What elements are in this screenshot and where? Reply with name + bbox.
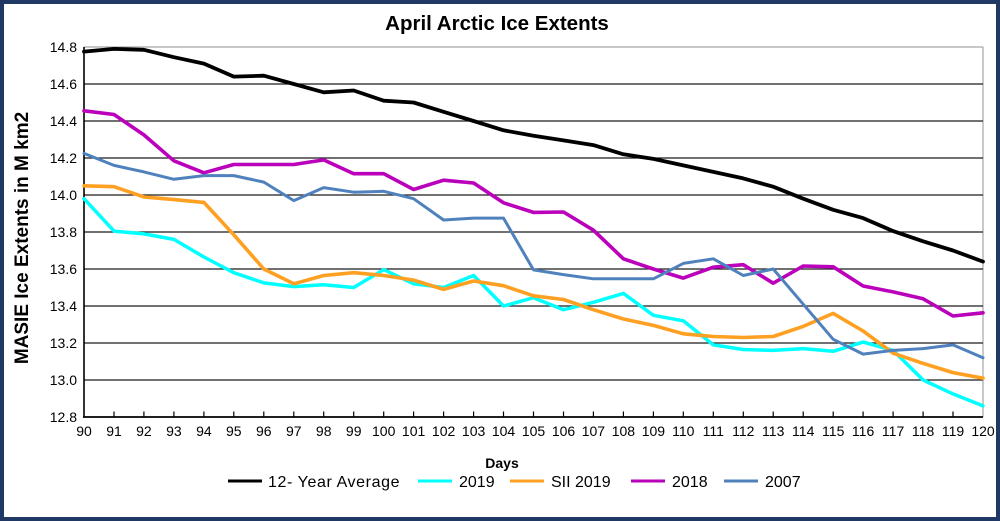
svg-text:2019: 2019: [459, 474, 495, 491]
svg-text:April Arctic Ice Extents: April Arctic Ice Extents: [385, 12, 609, 35]
svg-text:Days: Days: [485, 455, 519, 471]
svg-text:96: 96: [256, 423, 272, 439]
svg-text:13.6: 13.6: [50, 261, 77, 277]
svg-text:98: 98: [316, 423, 332, 439]
svg-text:117: 117: [882, 423, 905, 439]
svg-text:97: 97: [286, 423, 302, 439]
svg-text:2018: 2018: [672, 474, 708, 491]
svg-text:110: 110: [672, 423, 695, 439]
svg-text:MASIE Ice Extents in M km2: MASIE Ice Extents in M km2: [12, 112, 33, 364]
svg-text:103: 103: [462, 423, 486, 439]
svg-text:14.4: 14.4: [50, 113, 77, 129]
svg-text:14.0: 14.0: [50, 187, 77, 203]
svg-text:94: 94: [196, 423, 212, 439]
svg-text:113: 113: [762, 423, 785, 439]
svg-text:105: 105: [522, 423, 546, 439]
svg-text:2007: 2007: [765, 474, 801, 491]
svg-text:116: 116: [852, 423, 875, 439]
svg-text:112: 112: [732, 423, 755, 439]
svg-text:91: 91: [106, 423, 122, 439]
svg-text:120: 120: [971, 423, 995, 439]
svg-text:SII 2019: SII 2019: [551, 474, 611, 491]
svg-text:100: 100: [372, 423, 396, 439]
svg-text:13.8: 13.8: [50, 224, 77, 240]
svg-text:108: 108: [612, 423, 636, 439]
svg-text:14.6: 14.6: [50, 76, 77, 92]
svg-text:104: 104: [492, 423, 516, 439]
svg-text:119: 119: [942, 423, 965, 439]
svg-text:118: 118: [912, 423, 935, 439]
svg-text:92: 92: [136, 423, 152, 439]
svg-text:95: 95: [226, 423, 242, 439]
svg-text:106: 106: [552, 423, 576, 439]
svg-text:102: 102: [432, 423, 456, 439]
svg-text:13.2: 13.2: [50, 335, 77, 351]
svg-text:13.0: 13.0: [50, 372, 77, 388]
svg-text:107: 107: [582, 423, 606, 439]
svg-text:14.2: 14.2: [50, 150, 77, 166]
svg-text:12.8: 12.8: [50, 409, 77, 425]
svg-text:115: 115: [822, 423, 845, 439]
svg-text:13.4: 13.4: [50, 298, 77, 314]
svg-text:90: 90: [76, 423, 92, 439]
svg-text:93: 93: [166, 423, 182, 439]
svg-text:111: 111: [703, 423, 724, 439]
svg-text:109: 109: [642, 423, 666, 439]
svg-text:14.8: 14.8: [50, 39, 77, 55]
svg-text:114: 114: [792, 423, 815, 439]
svg-text:101: 101: [402, 423, 426, 439]
svg-text:12- Year Average: 12- Year Average: [268, 474, 400, 491]
svg-text:99: 99: [346, 423, 362, 439]
